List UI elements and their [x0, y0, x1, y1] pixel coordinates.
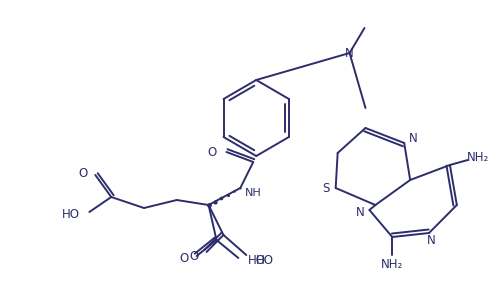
Text: HO: HO [248, 255, 266, 268]
Text: HO: HO [61, 208, 80, 221]
Text: N: N [345, 46, 354, 59]
Text: NH: NH [246, 188, 262, 198]
Text: O: O [179, 251, 189, 265]
Text: NH₂: NH₂ [466, 151, 489, 163]
Text: O: O [78, 166, 87, 180]
Text: HO: HO [256, 253, 274, 266]
Text: N: N [427, 235, 436, 248]
Text: N: N [409, 131, 418, 144]
Text: NH₂: NH₂ [381, 258, 404, 271]
Text: O: O [190, 250, 199, 263]
Text: O: O [207, 146, 217, 158]
Text: S: S [323, 181, 330, 195]
Text: N: N [355, 206, 364, 220]
